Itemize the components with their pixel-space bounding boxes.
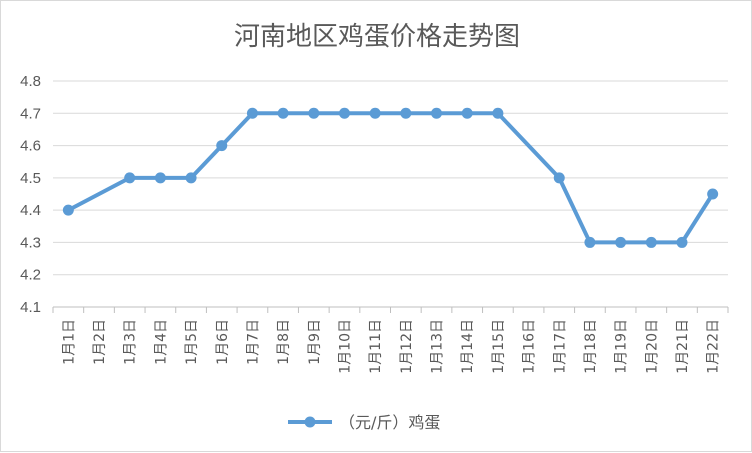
- y-tick-label: 4.8: [20, 73, 41, 90]
- x-tick-label: 1月18日: [583, 319, 599, 374]
- y-tick-label: 4.2: [20, 267, 41, 284]
- data-point: [615, 236, 627, 248]
- y-axis: 4.1 4.2 4.3 4.4 4.5 4.6 4.7 4.8: [20, 73, 41, 316]
- x-tick-label: 1月14日: [460, 319, 476, 374]
- data-point: [369, 107, 381, 119]
- data-point: [124, 172, 136, 184]
- x-tick-label: 1月3日: [123, 319, 139, 365]
- data-point: [154, 172, 166, 184]
- legend-marker-swatch: [304, 416, 316, 428]
- y-tick-label: 4.5: [20, 170, 41, 187]
- x-tick-label: 1月17日: [552, 319, 568, 374]
- y-tick-label: 4.1: [20, 299, 41, 316]
- data-point: [338, 107, 350, 119]
- x-axis: 1月1日 1月2日 1月3日 1月4日 1月5日 1月6日 1月7日 1月8日 1月9日 1月10…: [52, 306, 729, 374]
- data-point: [676, 236, 688, 248]
- x-tick-label: 1月8日: [276, 319, 292, 365]
- x-tick-label: 1月5日: [184, 319, 200, 365]
- data-point: [185, 172, 197, 184]
- series-group: [62, 107, 719, 248]
- x-tick-label: 1月20日: [644, 319, 660, 374]
- data-point: [246, 107, 258, 119]
- x-tick-label: 1月4日: [153, 319, 169, 365]
- x-tick-label: 1月1日: [61, 319, 77, 365]
- x-tick-label: 1月6日: [215, 319, 231, 365]
- x-tick-label: 1月15日: [491, 319, 507, 374]
- data-point: [707, 188, 719, 200]
- x-tick-label: 1月16日: [522, 319, 538, 374]
- x-tick-label: 1月13日: [430, 319, 446, 374]
- data-point: [308, 107, 320, 119]
- y-tick-label: 4.6: [20, 138, 41, 155]
- x-tick-label: 1月21日: [675, 319, 691, 374]
- legend-series-label: （元/斤）鸡蛋: [339, 413, 440, 432]
- x-tick-label: 1月11日: [368, 319, 384, 374]
- x-tick-label: 1月7日: [245, 319, 261, 365]
- data-point: [216, 140, 228, 152]
- x-tick-label: 1月10日: [337, 319, 353, 374]
- y-tick-label: 4.7: [20, 105, 41, 122]
- x-tick-label: 1月22日: [706, 319, 722, 374]
- data-point: [431, 107, 443, 119]
- chart-title: 河南地区鸡蛋价格走势图: [234, 22, 520, 52]
- y-tick-label: 4.4: [20, 202, 41, 219]
- x-tick-label: 1月12日: [399, 319, 415, 374]
- data-point: [461, 107, 473, 119]
- x-tick-label: 1月9日: [307, 319, 323, 365]
- data-point: [277, 107, 289, 119]
- legend: （元/斤）鸡蛋: [288, 413, 440, 432]
- x-tick-label: 1月2日: [92, 319, 108, 365]
- data-point: [584, 236, 596, 248]
- data-point: [62, 204, 74, 216]
- x-tick-label: 1月19日: [614, 319, 630, 374]
- data-point: [492, 107, 504, 119]
- data-point: [400, 107, 412, 119]
- data-point: [553, 172, 565, 184]
- y-tick-label: 4.3: [20, 234, 41, 251]
- data-point: [645, 236, 657, 248]
